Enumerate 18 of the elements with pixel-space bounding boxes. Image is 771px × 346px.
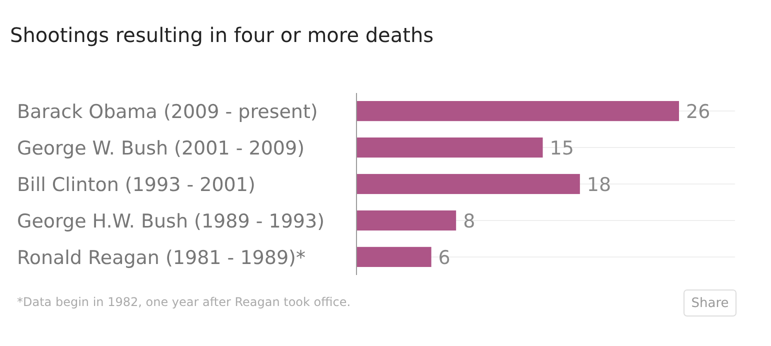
data-label: 15	[550, 137, 574, 160]
bar	[357, 137, 543, 158]
y-tick-label: Barack Obama (2009 - present)	[17, 100, 318, 123]
bar	[357, 210, 456, 231]
y-tick-label: George H.W. Bush (1989 - 1993)	[17, 210, 325, 232]
bar	[357, 174, 580, 194]
bar	[357, 246, 432, 267]
chart-title: Shootings resulting in four or more deaths	[10, 23, 434, 47]
y-tick-label: Ronald Reagan (1981 - 1989)*	[17, 246, 306, 269]
bar	[357, 101, 679, 122]
data-label: 8	[463, 210, 476, 232]
data-label: 26	[686, 100, 710, 123]
text: Share	[691, 296, 729, 311]
data-label: 18	[586, 174, 612, 196]
y-tick-label: Bill Clinton (1993 - 2001)	[17, 174, 256, 196]
data-label: 6	[438, 246, 450, 269]
text: *Data begin in 1982, one year after Reagan took office.	[17, 295, 351, 309]
y-tick-label: George W. Bush (2001 - 2009)	[17, 137, 305, 160]
